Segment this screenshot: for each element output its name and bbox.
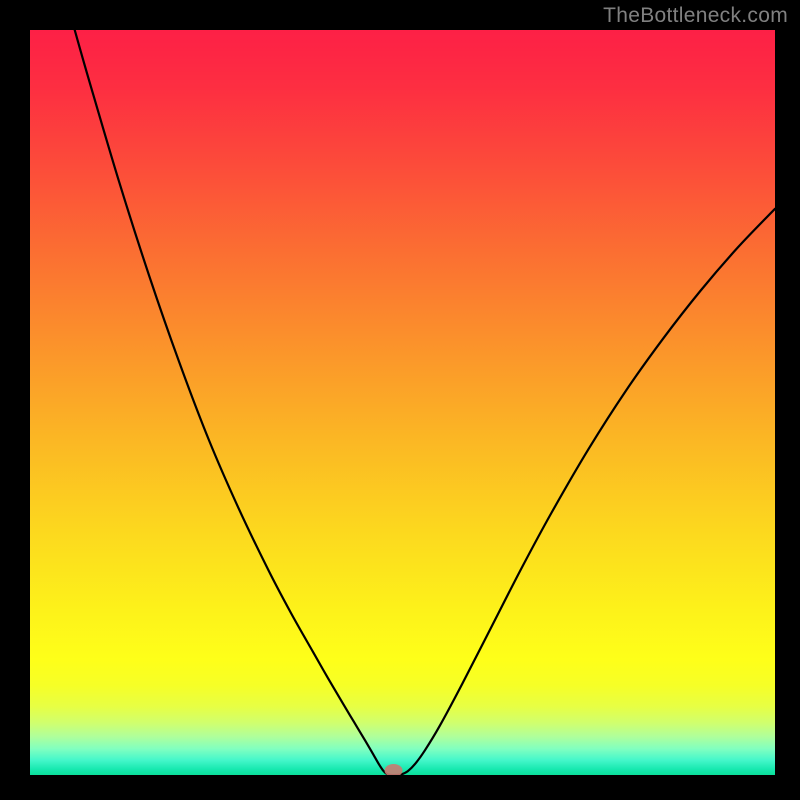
chart-container: TheBottleneck.com (0, 0, 800, 800)
gradient-plot-background (30, 30, 775, 775)
bottleneck-curve-chart (0, 0, 800, 800)
watermark-text: TheBottleneck.com (603, 4, 788, 28)
